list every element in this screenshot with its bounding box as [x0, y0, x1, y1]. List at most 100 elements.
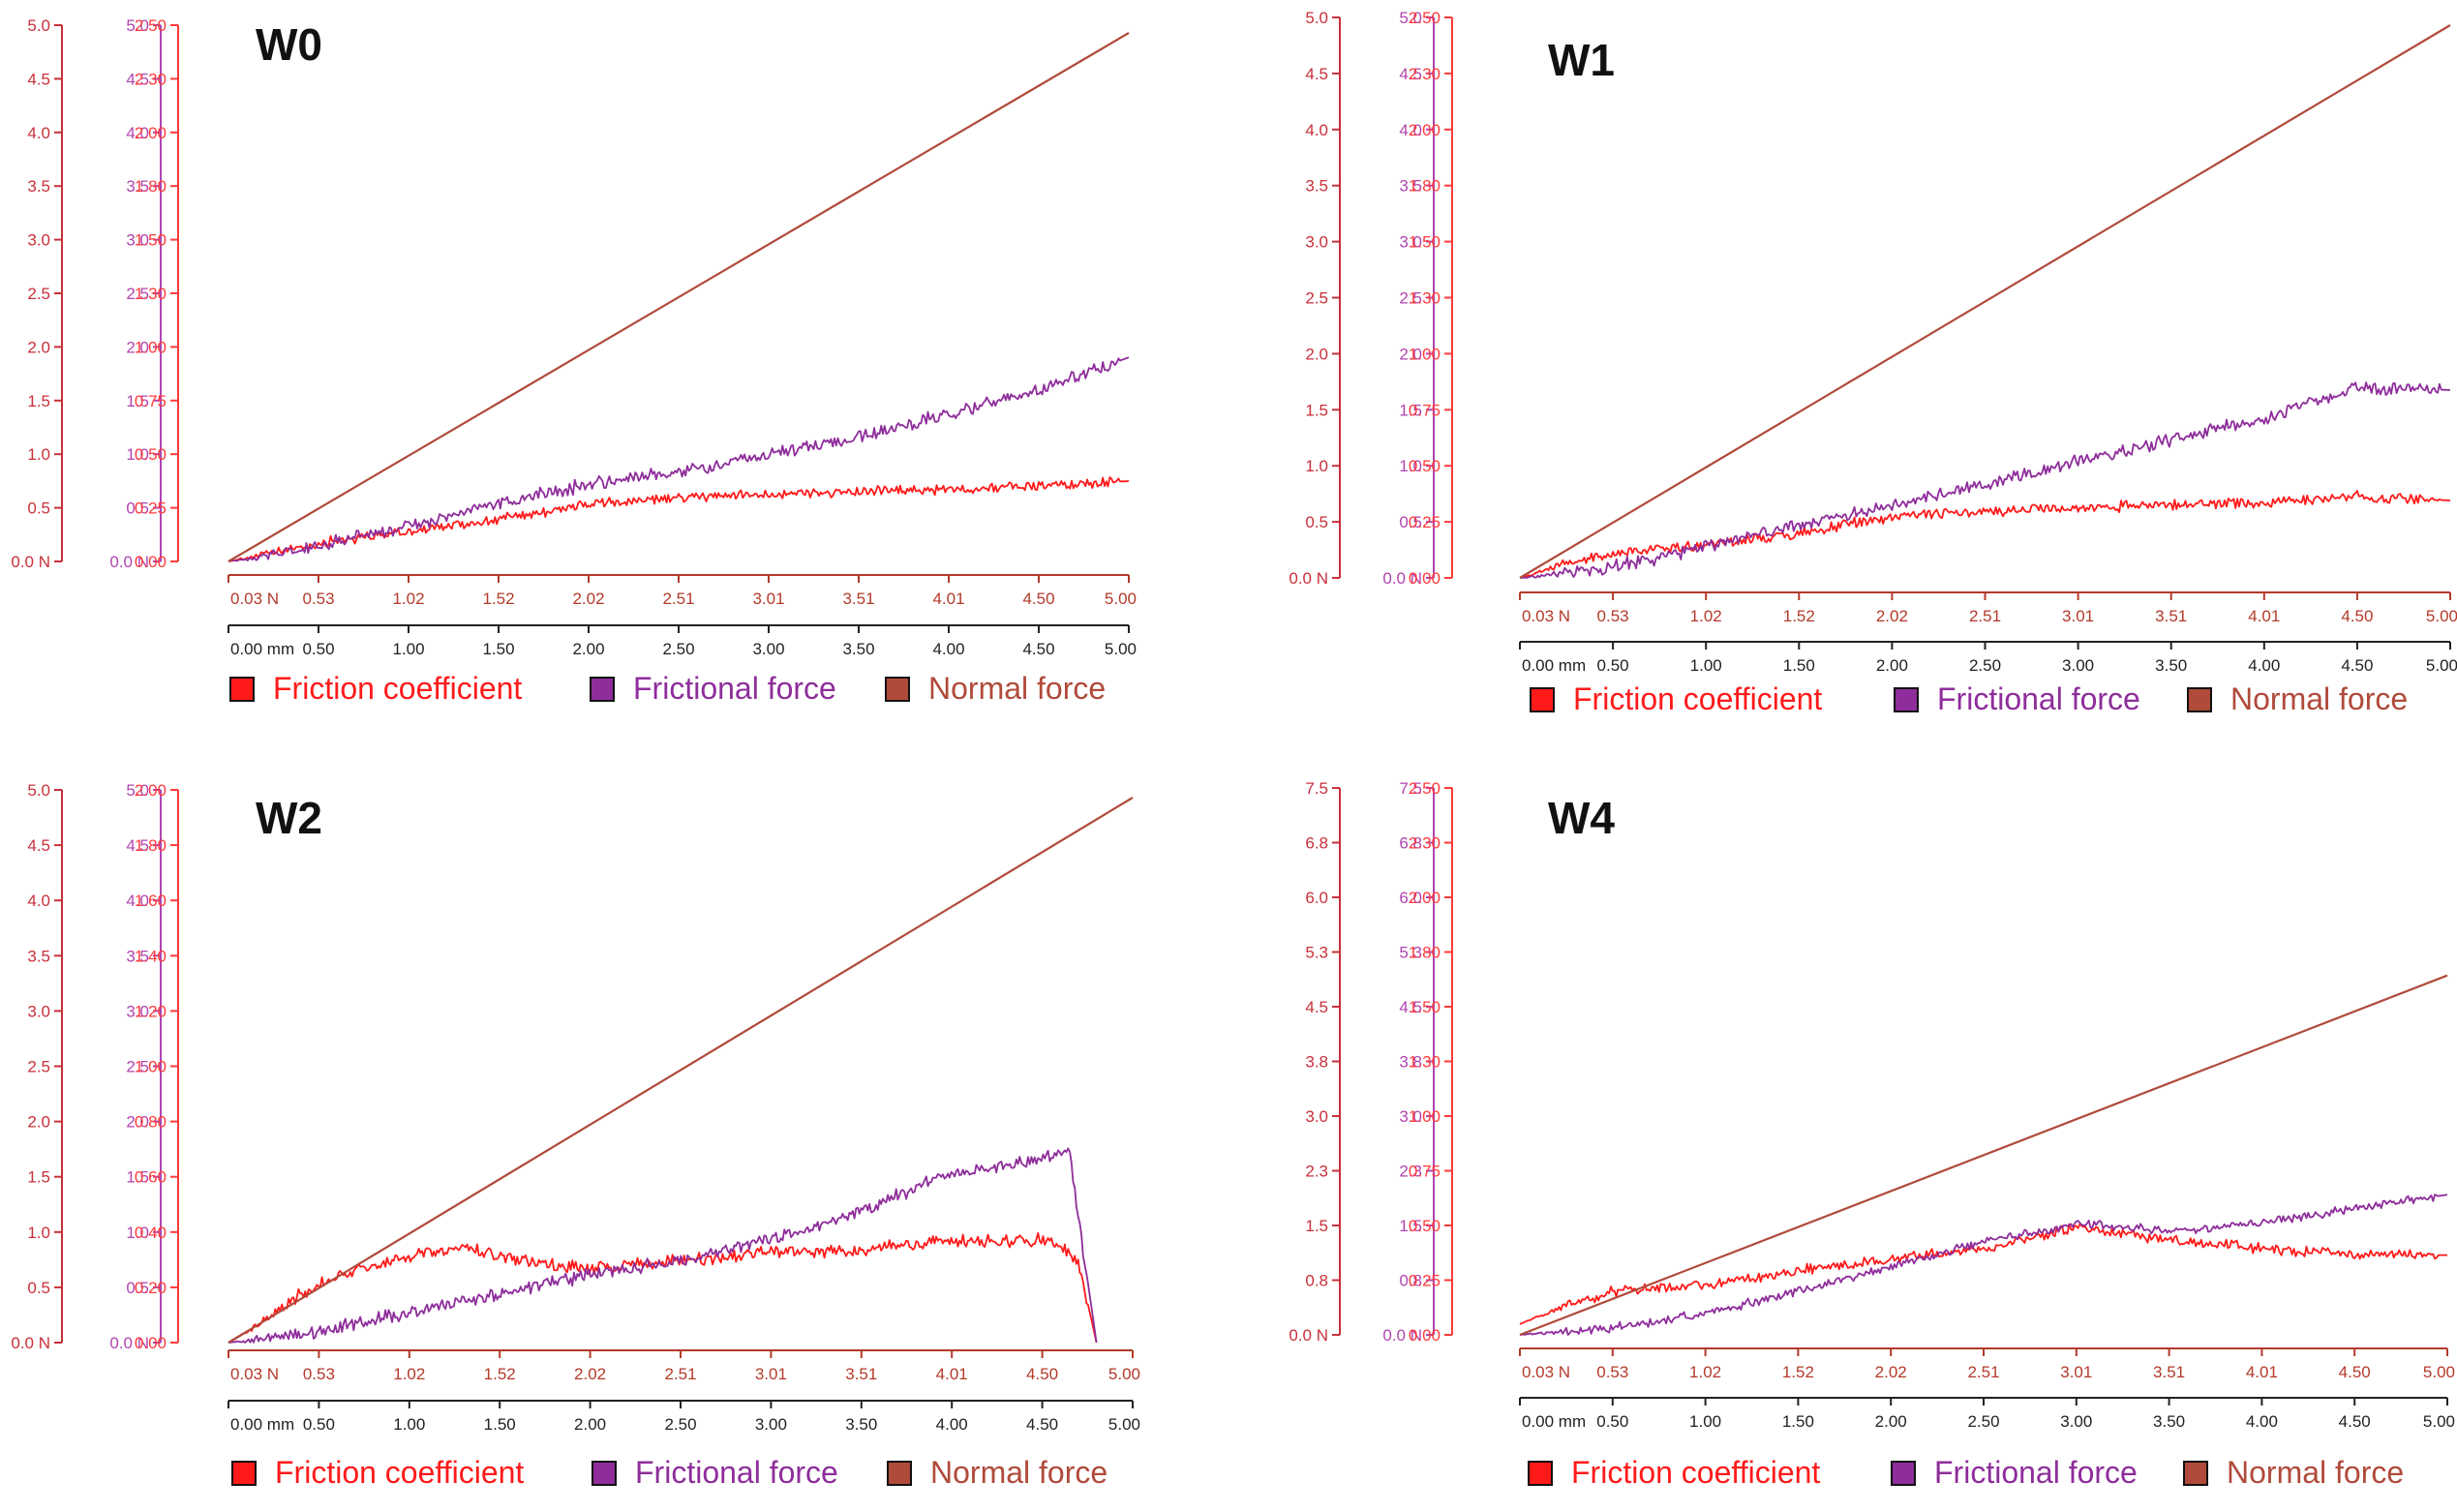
axis-distance-x-tick-label: 4.00: [2246, 1412, 2278, 1431]
axis-mu-tick-label: 0.00: [1409, 569, 1441, 588]
axis-force-x-tick-label: 2.51: [1967, 1363, 1999, 1381]
legend-swatch: [2183, 1461, 2208, 1486]
axis-mu-tick-label: 2.00: [1409, 889, 1441, 907]
legend-swatch: [885, 677, 910, 702]
axis-mu-tick-label: 0.00: [135, 1334, 167, 1352]
axis-distance-x-tick-label: 5.00: [1108, 1415, 1140, 1434]
legend-swatch: [2187, 687, 2212, 712]
axis-force-x-tick-label: 3.01: [2060, 1363, 2092, 1381]
series-normal-force-line: [228, 32, 1130, 562]
axis-mu-tick-label: 0.25: [1409, 513, 1441, 531]
axis-mu-tick-label: 1.00: [135, 338, 167, 356]
axis-f-tick-label: 3.0: [126, 1002, 149, 1020]
axis-distance-x-tick-label: 5.00: [2423, 1412, 2455, 1431]
axis-n-tick-label: 2.5: [27, 285, 50, 303]
axis-distance-x-tick-label: 4.00: [2248, 656, 2280, 675]
axis-mu-tick-label: 0.50: [135, 445, 167, 464]
axis-mu-tick-label: 2.50: [1409, 9, 1441, 27]
axis-distance-x-tick-label: 0.50: [1597, 656, 1629, 675]
axis-f-tick-label: 2.3: [1399, 1163, 1422, 1181]
axis-n-tick-label: 2.0: [27, 1113, 50, 1132]
series-frictional-force-line: [228, 356, 1130, 562]
axis-force-x-tick-label: 2.02: [572, 590, 604, 608]
axis-force-x-tick-label: 1.52: [482, 590, 514, 608]
axis-n-tick-label: 3.5: [27, 947, 50, 965]
axis-distance-x-tick-label: 4.50: [2339, 1412, 2371, 1431]
axis-f-tick-label: 3.5: [126, 177, 149, 196]
series-friction-coefficient-line: [228, 476, 1130, 562]
chart-w2-svg: 5.0 4.5 4.0 3.5 3.0 2.5 2.0 1.5 1.0 0.5 0.0 N 5.0 4.…: [11, 781, 1140, 1490]
axis-force-x-tick-label: 1.52: [1782, 1363, 1814, 1381]
axis-force-x-tick-label: 2.02: [574, 1365, 606, 1383]
axis-mu-tick-label: 0.50: [1409, 1217, 1441, 1235]
axis-force-x-tick-label: 1.02: [393, 1365, 425, 1383]
axis-distance-x-tick-label: 1.00: [392, 640, 424, 658]
axis-force-x-tick-label: 4.01: [2246, 1363, 2278, 1381]
axis-force-x-tick-label: 3.51: [845, 1365, 877, 1383]
axis-mu-tick-label: 2.30: [1409, 834, 1441, 853]
axis-f-tick-label: 5.0: [126, 781, 149, 800]
axis-n-tick-label: 4.5: [27, 836, 50, 855]
axis-n-tick-label: 3.8: [1305, 1053, 1328, 1072]
axis-f-tick-label: 4.5: [1399, 65, 1422, 83]
axis-distance-x-tick-label: 4.50: [1026, 1415, 1058, 1434]
legend-label: Friction coefficient: [273, 671, 522, 706]
legend-swatch: [231, 1461, 257, 1486]
axis-f-tick-label: 2.5: [126, 1058, 149, 1076]
axis-distance-x-tick-label: 2.50: [1969, 656, 2001, 675]
axis-n-tick-label: 4.5: [27, 70, 50, 88]
axis-f-tick-label: 0.5: [126, 499, 149, 518]
axis-mu-tick-label: 1.50: [1409, 233, 1441, 252]
axis-n-tick-label: 0.5: [1305, 513, 1328, 531]
axis-f-tick-label: 4.5: [1399, 998, 1422, 1016]
axis-n-tick-label: 1.5: [1305, 401, 1328, 419]
axis-f-tick-label: 1.0: [1399, 457, 1422, 475]
axis-distance-x-tick-label: 1.00: [1689, 1412, 1721, 1431]
axis-force-x-tick-label: 5.00: [2426, 607, 2457, 625]
chart-panel-w0: 5.0 4.5 4.0 3.5 3.0 2.5 2.0 1.5 1.0 0.5 0.0 N 5.0 4.…: [0, 0, 1228, 756]
axis-f-tick-label: 3.8: [1399, 1053, 1422, 1072]
axis-n-tick-label: 2.5: [27, 1058, 50, 1076]
axis-mu-tick-label: 1.30: [1409, 289, 1441, 308]
axis-f-tick-label: 3.0: [1399, 233, 1422, 252]
axis-force-x-tick-label: 4.01: [932, 590, 964, 608]
axis-mu-tick-label: 1.50: [1409, 998, 1441, 1016]
legend-label: Friction coefficient: [275, 1455, 524, 1490]
series-friction-coefficient-line: [228, 1232, 1098, 1344]
legend-swatch: [1894, 687, 1919, 712]
axis-n-tick-label: 4.0: [27, 892, 50, 910]
axis-distance-x-tick-label: 2.50: [662, 640, 694, 658]
axis-distance-x-tick-label: 0.50: [303, 1415, 335, 1434]
axis-n-tick-label: 1.0: [27, 445, 50, 464]
axis-distance-x-tick-label: 4.50: [1022, 640, 1054, 658]
legend-label: Frictional force: [1937, 681, 2140, 716]
axis-f-tick-label: 0.5: [126, 1279, 149, 1297]
axis-mu-tick-label: 0.00: [1409, 1326, 1441, 1345]
legend-label: Frictional force: [633, 671, 836, 706]
axis-n-tick-label: 3.0: [1305, 233, 1328, 252]
axis-f-tick-label: 1.5: [1399, 401, 1422, 419]
axis-force-x-tick-label: 2.51: [1969, 607, 2001, 625]
axis-force-x-tick-label: 0.03 N: [230, 1365, 279, 1383]
axis-force-x-tick-label: 1.02: [1689, 1363, 1721, 1381]
axis-force-x-tick-label: 0.53: [302, 590, 334, 608]
axis-n-tick-label: 1.5: [27, 1168, 50, 1187]
axis-n-tick-label: 2.5: [1305, 289, 1328, 308]
axis-n-tick-label: 5.0: [27, 781, 50, 800]
axis-n-tick-label: 4.5: [1305, 65, 1328, 83]
series-normal-force-line: [1519, 24, 2451, 579]
axis-f-tick-label: 5.3: [1399, 944, 1422, 962]
chart-panel-w2: 5.0 4.5 4.0 3.5 3.0 2.5 2.0 1.5 1.0 0.5 0.0 N 5.0 4.…: [0, 756, 1228, 1512]
axis-distance-x-tick-label: 1.50: [484, 1415, 516, 1434]
legend-swatch: [1528, 1461, 1553, 1486]
legend-label: Normal force: [2227, 1455, 2404, 1490]
axis-f-tick-label: 3.5: [1399, 177, 1422, 196]
legend-swatch: [229, 677, 255, 702]
axis-distance-x-tick-label: 2.50: [1967, 1412, 1999, 1431]
axis-mu-tick-label: 0.00: [135, 553, 167, 571]
axis-n-tick-label: 1.0: [1305, 457, 1328, 475]
axis-n-tick-label: 4.0: [1305, 121, 1328, 139]
axis-mu-tick-label: 1.00: [135, 1058, 167, 1076]
legend-swatch: [592, 1461, 617, 1486]
axis-f-tick-label: 2.5: [1399, 289, 1422, 308]
